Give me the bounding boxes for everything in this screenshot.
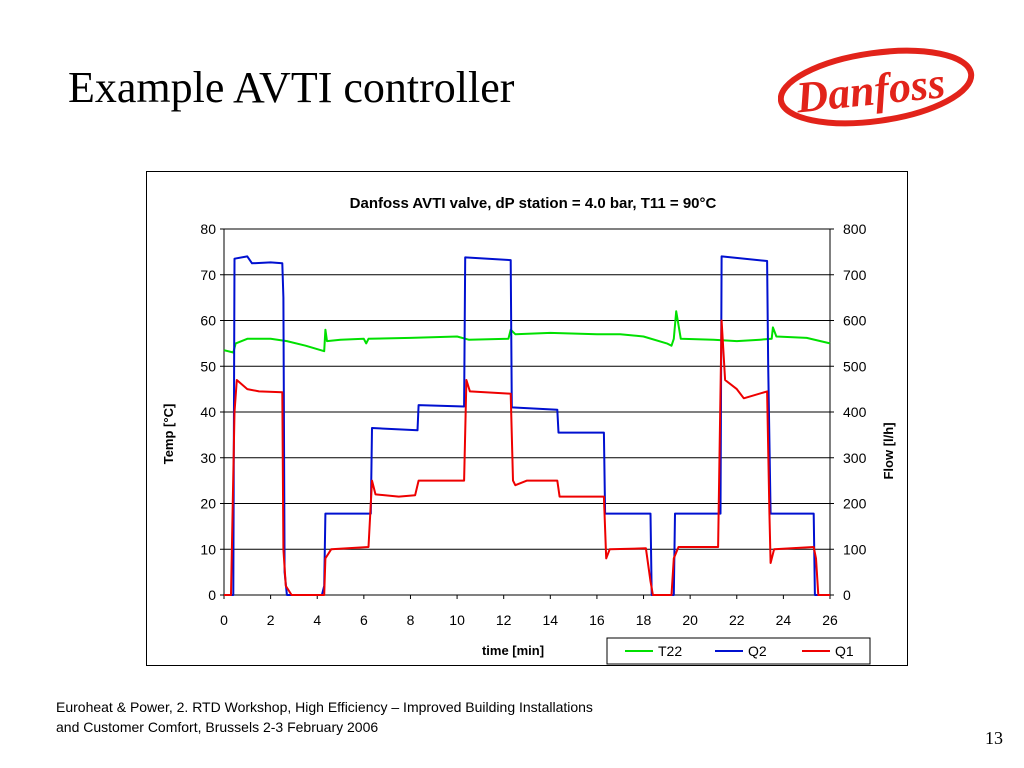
series-line-q1 <box>224 319 830 596</box>
legend-label-q1: Q1 <box>835 643 854 659</box>
y-axis-label: Temp [°C] <box>161 404 176 465</box>
y-tick-label: 40 <box>200 404 216 420</box>
y2-tick-label: 800 <box>843 221 867 237</box>
y-tick-label: 10 <box>200 541 216 557</box>
footer-line-1: Euroheat & Power, 2. RTD Workshop, High … <box>56 699 593 715</box>
y-tick-label: 0 <box>208 587 216 603</box>
y2-tick-label: 100 <box>843 541 867 557</box>
x-tick-label: 2 <box>267 612 275 628</box>
danfoss-logo: Danfoss <box>778 47 975 127</box>
y-tick-label: 80 <box>200 221 216 237</box>
slide-title: Example AVTI controller <box>68 63 515 112</box>
x-tick-label: 22 <box>729 612 745 628</box>
y2-tick-label: 400 <box>843 404 867 420</box>
y2-tick-label: 600 <box>843 313 867 329</box>
y2-tick-label: 300 <box>843 450 867 466</box>
x-tick-label: 16 <box>589 612 605 628</box>
footer-citation: Euroheat & Power, 2. RTD Workshop, High … <box>56 697 593 737</box>
footer-line-2: and Customer Comfort, Brussels 2-3 Febru… <box>56 719 379 735</box>
y-tick-label: 50 <box>200 358 216 374</box>
y2-axis-label: Flow [l/h] <box>881 422 896 479</box>
page-number: 13 <box>985 728 1003 748</box>
y2-axis-ticks: 0 100 200 300 400 500 600 700 800 <box>830 221 867 603</box>
y2-tick-label: 0 <box>843 587 851 603</box>
series-lines <box>223 255 831 596</box>
legend-label-q2: Q2 <box>748 643 767 659</box>
legend-label-t22: T22 <box>658 643 682 659</box>
x-tick-label: 18 <box>636 612 652 628</box>
y-tick-label: 20 <box>200 496 216 512</box>
x-tick-label: 0 <box>220 612 228 628</box>
x-tick-label: 24 <box>776 612 792 628</box>
x-tick-label: 26 <box>822 612 838 628</box>
x-tick-label: 4 <box>313 612 321 628</box>
chart-frame: Danfoss AVTI valve, dP station = 4.0 bar… <box>146 171 908 666</box>
x-tick-label: 6 <box>360 612 368 628</box>
x-axis-label: time [min] <box>482 643 544 658</box>
chart-title: Danfoss AVTI valve, dP station = 4.0 bar… <box>350 195 717 212</box>
x-axis-ticks: 0 2 4 6 8 10 12 14 16 18 20 22 24 26 <box>220 595 838 628</box>
y-tick-label: 30 <box>200 450 216 466</box>
series-line-t22 <box>223 310 831 354</box>
x-tick-label: 12 <box>496 612 512 628</box>
x-tick-label: 14 <box>543 612 559 628</box>
y-tick-label: 60 <box>200 313 216 329</box>
y2-tick-label: 700 <box>843 267 867 283</box>
x-tick-label: 10 <box>449 612 465 628</box>
x-tick-label: 8 <box>407 612 415 628</box>
line-chart: Danfoss AVTI valve, dP station = 4.0 bar… <box>161 195 896 665</box>
legend: T22 Q2 Q1 <box>606 637 871 665</box>
y2-tick-label: 500 <box>843 358 867 374</box>
series-line-q2 <box>224 255 830 596</box>
x-tick-label: 20 <box>682 612 698 628</box>
y2-tick-label: 200 <box>843 496 867 512</box>
gridlines <box>223 228 831 596</box>
y-axis-ticks: 0 10 20 30 40 50 60 70 80 <box>200 221 224 603</box>
y-tick-label: 70 <box>200 267 216 283</box>
